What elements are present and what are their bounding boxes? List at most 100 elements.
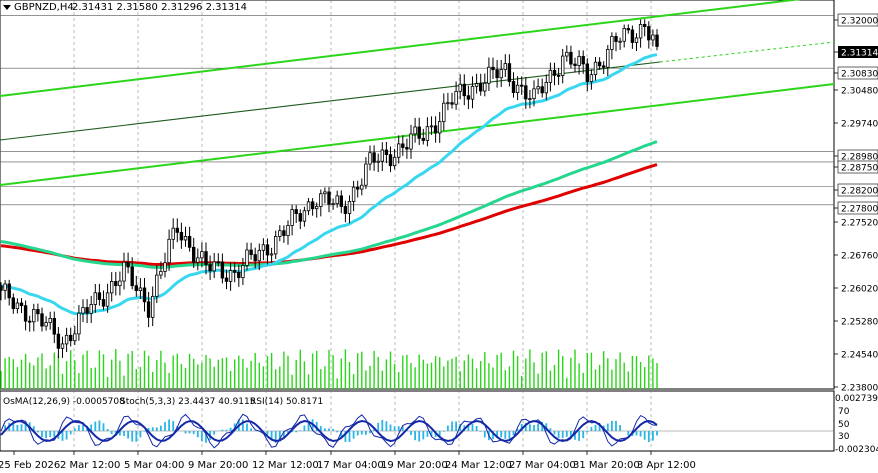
- candle-body: [32, 309, 36, 323]
- candle-body: [257, 249, 261, 262]
- candle-body: [130, 266, 134, 287]
- candle-body: [589, 74, 594, 82]
- candle-body: [638, 24, 643, 39]
- candle-body: [110, 281, 114, 294]
- candle-body: [470, 85, 475, 100]
- candle-body: [19, 302, 24, 307]
- osma-label: OsMA(12,26,9) -0.0005708: [3, 397, 125, 407]
- level-price-box: [837, 160, 878, 174]
- candle-body: [614, 36, 618, 42]
- symbol-label: GBPNZD,H4: [14, 2, 74, 13]
- volume-bars: [0, 349, 658, 389]
- time-tick-label: 19 Mar 20:00: [381, 460, 448, 471]
- candle-body: [384, 149, 389, 156]
- price-tick-label: 2.30480: [841, 87, 878, 97]
- candle-body: [524, 85, 528, 100]
- candle-body: [323, 191, 327, 195]
- candle-body: [593, 61, 598, 76]
- candle-body: [478, 83, 483, 92]
- candle-body: [396, 143, 401, 158]
- ohlc-values: 2.31431 2.31580 2.31296 2.31314: [72, 2, 247, 13]
- stoch-label: Stoch(5,3,3) 23.4437 40.9115: [120, 397, 255, 407]
- osma-scale-label: -0.002304: [835, 445, 878, 455]
- candle-body: [159, 270, 163, 276]
- candle-body: [602, 65, 606, 68]
- price-tick-label: 2.28200: [841, 187, 878, 197]
- candle-body: [569, 51, 573, 65]
- main-plot-frame: [0, 0, 835, 390]
- level-price-box: [837, 201, 878, 215]
- candle-body: [64, 334, 69, 345]
- candle-body: [15, 302, 20, 310]
- candle-body: [573, 63, 577, 66]
- candle-body: [376, 160, 380, 163]
- candle-body: [273, 236, 278, 255]
- candle-body: [232, 270, 237, 273]
- price-tick-label: 2.26020: [841, 285, 878, 295]
- price-tick-label: 2.23800: [841, 384, 878, 394]
- candle-body: [487, 66, 491, 84]
- price-tick-label: 2.27800: [841, 205, 878, 215]
- candle-body: [196, 257, 200, 263]
- price-tick-label: 2.29740: [841, 120, 878, 130]
- price-tick-label: 2.25280: [841, 318, 878, 328]
- stoch-rsi-scale-label: 50: [838, 420, 850, 430]
- candle-body: [651, 34, 655, 41]
- candle-body: [69, 334, 73, 342]
- candle-body: [60, 343, 65, 349]
- candle-body: [179, 231, 184, 241]
- candle-body: [294, 209, 298, 214]
- candle-body: [253, 254, 257, 262]
- candle-body: [515, 84, 520, 93]
- time-tick-label: 31 Mar 20:00: [573, 460, 640, 471]
- candle-body: [237, 271, 241, 279]
- candle-body: [138, 287, 143, 291]
- candle-body: [450, 102, 454, 105]
- candle-body: [249, 249, 253, 256]
- candle-body: [626, 28, 630, 31]
- candle-body: [380, 149, 384, 162]
- candle-body: [228, 270, 233, 282]
- candle-body: [409, 133, 413, 150]
- candle-body: [458, 83, 462, 92]
- candle-body: [261, 244, 266, 251]
- candle-body: [126, 261, 130, 268]
- price-tick-label: 2.28980: [841, 153, 878, 163]
- triangle-down-icon[interactable]: [3, 5, 11, 10]
- candle-body: [187, 236, 192, 248]
- candle-body: [556, 74, 561, 77]
- candle-body: [483, 82, 487, 92]
- time-tick-label: 2 Mar 12:00: [60, 460, 120, 471]
- moving-averages: [0, 53, 658, 316]
- candle-body: [368, 152, 372, 165]
- candle-body: [335, 195, 339, 204]
- candle-body: [3, 283, 7, 291]
- time-tick-label: 12 Mar 12:00: [252, 460, 319, 471]
- price-tick-label: 2.30830: [841, 70, 878, 80]
- candle-body: [48, 317, 52, 323]
- candle-body: [643, 24, 647, 27]
- candle-body: [208, 264, 212, 272]
- candle-body: [97, 292, 102, 300]
- horizontal-levels: [0, 15, 834, 206]
- candle-body: [405, 147, 409, 150]
- candle-body: [577, 55, 581, 66]
- candle-body: [372, 152, 376, 163]
- candle-body: [105, 292, 110, 307]
- candle-body: [142, 287, 147, 303]
- candle-body: [175, 227, 179, 233]
- candle-body: [540, 86, 544, 94]
- candle-body: [171, 227, 175, 240]
- price-tick-label: 2.26760: [841, 252, 878, 262]
- candle-body: [630, 29, 635, 43]
- candle-body: [286, 225, 290, 236]
- candle-body: [364, 163, 368, 186]
- candle-body: [433, 125, 438, 134]
- candle-body: [204, 251, 208, 265]
- candle-body: [44, 322, 48, 327]
- level-price-box: [837, 13, 878, 27]
- candle-body: [319, 193, 323, 207]
- channel-lower-line: [0, 83, 835, 186]
- candle-body: [655, 34, 659, 47]
